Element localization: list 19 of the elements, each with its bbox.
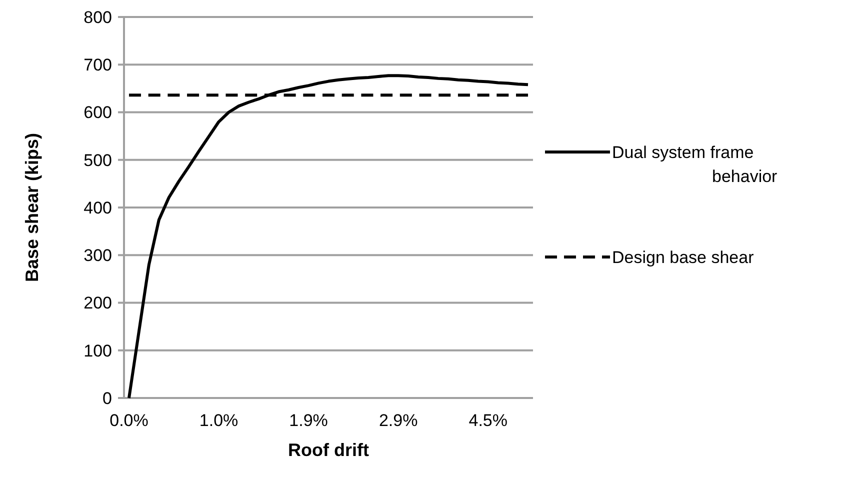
y-tick-label: 0 [102,388,112,408]
y-axis-title: Base shear (kips) [22,132,42,282]
line-series [127,74,530,400]
x-tick-label: 2.9% [378,411,418,430]
y-tick-label: 200 [84,294,112,313]
x-tick-label: 1.0% [199,411,238,430]
y-tick-label: 500 [84,150,112,170]
x-tick-label: 1.9% [289,411,328,430]
y-tick-label: 800 [84,8,112,27]
y-tick-label: 600 [84,103,112,122]
y-tick-label: 100 [84,341,112,360]
y-tick-label: 700 [84,56,112,75]
legend-label: Dual system frame behavior [612,143,778,186]
x-axis-title: Roof drift [288,440,369,460]
y-tick-label: 400 [84,198,112,218]
legend-label: Design base shear [612,248,754,267]
x-tick-label: 4.5% [468,411,508,430]
x-tick-label: 0.0% [110,411,148,430]
y-tick-label: 300 [84,246,112,266]
